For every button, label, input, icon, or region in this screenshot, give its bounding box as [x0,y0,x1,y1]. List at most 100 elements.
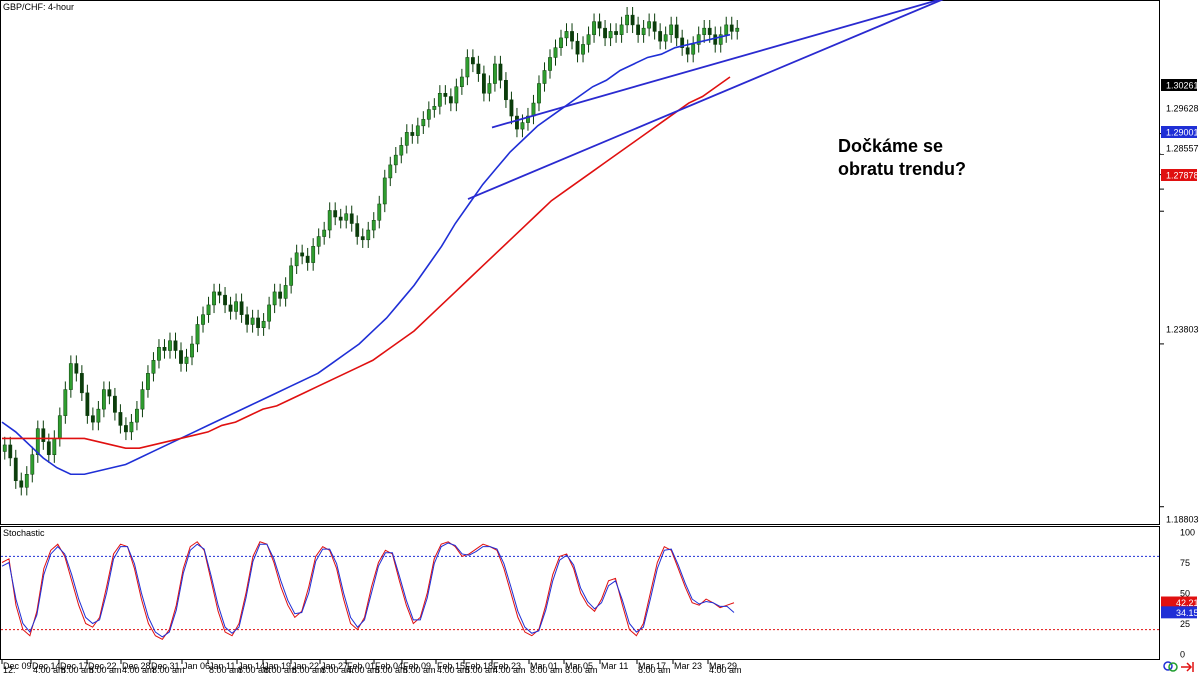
date-axis-label: Dec 17 [60,661,89,671]
candle-body [564,31,569,39]
candle-body [454,86,459,104]
candle-body [201,314,205,325]
time-axis-label: 8:00 am [264,665,297,675]
upper-trendline [491,0,942,129]
candle-body [228,304,233,312]
candle-body [625,14,629,26]
candle-body [702,27,707,35]
candle-body [658,31,663,42]
candle-body [493,63,497,84]
candle-body [515,115,519,130]
candle-body [90,415,95,423]
price-tag-label: 1.28557 [1166,144,1199,154]
candle-body [713,34,718,45]
date-axis-label: Feb 15 [437,661,465,671]
date-axis-label: Feb 01 [347,661,375,671]
candle-body [575,40,580,55]
candle-body [581,44,585,55]
candle-body [113,395,117,413]
candle-body [151,360,156,374]
candle-body [724,24,729,35]
date-axis-label: Feb 04 [375,661,403,671]
price-tag-label: 1.29628 [1166,104,1199,114]
candle-body [272,291,277,306]
candle-body [685,47,690,55]
candle-body [707,27,712,35]
symbol-title: GBP/CHF: 4-hour [3,2,74,12]
stochastic-pane[interactable] [0,526,1160,660]
candle-body [729,24,734,32]
candle-body [19,480,24,488]
candle-body [157,347,161,361]
date-axis-label: Dec 09 [3,661,32,671]
candle-body [399,145,404,156]
candle-body [278,291,283,299]
candle-body [311,246,316,263]
candle-body [305,255,310,263]
candle-body [195,324,200,345]
stochastic-title-background [1,527,41,539]
stochastic-axis-label: 0 [1180,650,1185,660]
main-price-layer [1,0,944,496]
candle-body [691,44,696,55]
date-axis-label: Mar 17 [638,661,666,671]
candle-body [652,21,657,32]
main-price-pane[interactable] [0,0,1160,525]
price-tag-label: 1.30261 [1166,81,1199,91]
date-axis-label: Jan 11 [209,661,235,671]
candle-body [355,223,360,237]
time-axis-label: 8:00 am [209,665,242,675]
time-axis-label: 12: [3,665,16,675]
candle-body [41,428,46,442]
candle-body [410,132,415,136]
annotation-line-2: obratu trendu? [838,159,966,179]
candle-body [300,252,305,257]
price-tag [1161,169,1197,181]
candle-body [641,27,646,35]
candle-body [476,63,481,74]
stochastic-axis-label: 50 [1180,589,1190,599]
scroll-end-icon[interactable] [1181,662,1194,672]
candle-body [487,83,492,94]
candle-body [46,441,51,455]
candle-body [107,389,112,397]
candle-body [96,408,101,423]
time-axis-label: 8:00 am [530,665,563,675]
candle-body [333,210,338,218]
candle-body [393,154,398,166]
candle-body [377,203,382,221]
candle-body [603,27,607,39]
candle-body [8,444,13,459]
moving-average-fast-line [1,33,731,476]
date-axis-label: Mar 01 [530,661,558,671]
candle-body [118,412,123,426]
candle-body [531,102,536,117]
candle-body [234,301,238,312]
candle-body [13,457,18,482]
candle-body [592,21,596,35]
candle-body [294,252,299,267]
candle-body [24,474,29,488]
candle-body [223,294,227,306]
time-axis-label: 4:00 am [347,665,380,675]
time-axis-label: 8:00 am [403,665,436,675]
time-axis-label: 8:00 am [321,665,354,675]
annotation-line-1: Dočkáme se [838,136,943,156]
link-icon[interactable] [1163,661,1178,672]
date-axis-label: Dec 22 [88,661,117,671]
candle-body [647,21,652,29]
stochastic-title: Stochastic [3,528,45,538]
time-axis-label: 4:00 am [33,665,66,675]
lower-trendline [467,0,944,200]
candle-body [190,343,194,358]
candle-body [212,291,216,306]
candle-body [470,57,475,65]
candle-body [597,21,602,29]
candle-body [636,24,641,35]
candle-body [239,301,244,315]
candle-body [619,24,624,35]
stochastic-axis-label: 100 [1180,528,1195,538]
